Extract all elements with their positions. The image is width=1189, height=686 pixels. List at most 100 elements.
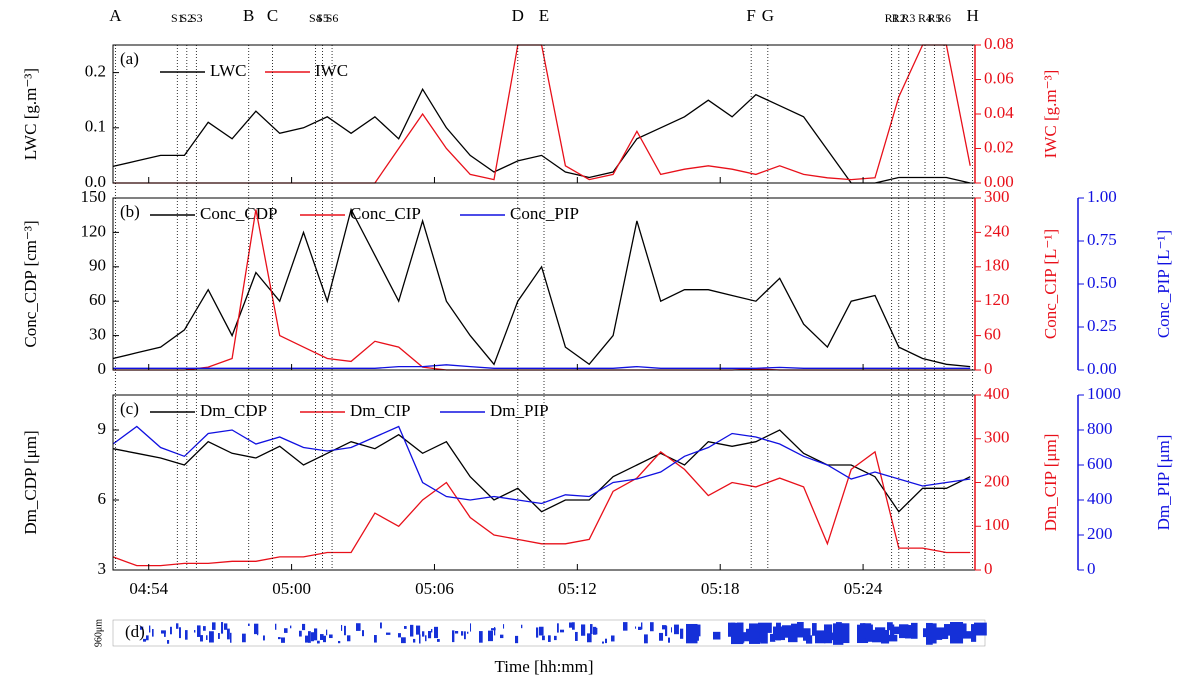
y2-tick-label: 0.02 xyxy=(984,137,1014,156)
particle-image xyxy=(278,637,281,639)
y3-tick-label: 0.75 xyxy=(1087,230,1117,249)
particle-image xyxy=(230,633,232,643)
particle-image xyxy=(713,632,720,640)
event-label: R6 xyxy=(937,11,951,25)
y3-tick-label: 0.50 xyxy=(1087,273,1117,292)
x-tick-label: 05:12 xyxy=(558,579,597,598)
y3-tick-label: 200 xyxy=(1087,524,1113,543)
particle-image xyxy=(344,626,346,635)
particle-image xyxy=(317,641,320,644)
particle-image xyxy=(797,622,804,637)
particle-image xyxy=(398,633,401,637)
data-line xyxy=(113,210,970,371)
y2-tick-label: 0.06 xyxy=(984,68,1014,87)
event-label: S3 xyxy=(190,11,203,25)
particle-image xyxy=(761,627,768,644)
particle-image xyxy=(248,624,250,626)
event-label: A xyxy=(109,6,122,25)
particle-image xyxy=(668,638,670,643)
y-tick-label: 120 xyxy=(81,221,107,240)
particle-image xyxy=(806,635,812,643)
particle-image xyxy=(263,635,265,640)
particle-image xyxy=(560,630,564,633)
particle-image xyxy=(593,627,596,635)
y2-tick-label: 300 xyxy=(984,187,1010,206)
particle-image xyxy=(311,632,314,641)
particle-image xyxy=(146,635,149,640)
particle-image xyxy=(209,631,214,642)
particle-image xyxy=(167,640,169,644)
event-label: B xyxy=(243,6,254,25)
legend-label: LWC xyxy=(210,61,247,80)
particle-image xyxy=(548,635,551,642)
particle-image xyxy=(470,623,471,631)
particle-image xyxy=(944,624,950,636)
particle-image xyxy=(674,625,679,635)
event-label: G xyxy=(762,6,774,25)
particle-image xyxy=(587,633,592,642)
particle-image xyxy=(815,630,825,643)
particle-image xyxy=(206,635,208,640)
y3-tick-label: 1000 xyxy=(1087,384,1121,403)
particle-image xyxy=(680,629,683,639)
y2-tick-label: 60 xyxy=(984,325,1001,344)
particle-image xyxy=(650,622,654,631)
particle-image xyxy=(380,623,382,629)
y-tick-label: 6 xyxy=(98,489,107,508)
particle-image xyxy=(500,635,503,638)
y3-tick-label: 400 xyxy=(1087,489,1113,508)
y2-axis-title: IWC [g.m⁻³] xyxy=(1041,70,1060,159)
particle-image xyxy=(149,626,150,633)
y-tick-label: 90 xyxy=(89,256,106,275)
x-tick-label: 05:06 xyxy=(415,579,454,598)
particle-image xyxy=(329,634,333,638)
x-axis-title: Time [hh:mm] xyxy=(494,657,593,676)
particle-image xyxy=(536,627,538,637)
particle-image xyxy=(521,625,522,628)
particle-image xyxy=(659,633,663,641)
particle-image xyxy=(227,629,230,640)
y2-tick-label: 300 xyxy=(984,428,1010,447)
particle-image xyxy=(347,635,350,641)
data-line xyxy=(113,365,970,369)
particle-image xyxy=(638,627,641,630)
y2-tick-label: 120 xyxy=(984,290,1010,309)
y3-tick-label: 0.25 xyxy=(1087,316,1117,335)
particle-image xyxy=(284,628,288,633)
particle-image xyxy=(170,627,172,634)
particle-image xyxy=(299,631,302,637)
particle-image xyxy=(572,622,575,629)
particle-image xyxy=(242,634,246,643)
particle-image xyxy=(221,622,223,634)
chart: (d) 960μm LWCIWC(a)0.00.10.2LWC [g.m⁻³]0… xyxy=(0,0,1189,686)
particle-image xyxy=(308,631,311,643)
legend-label: Dm_CIP xyxy=(350,401,410,420)
particle-image xyxy=(503,624,504,628)
y2-tick-label: 0.04 xyxy=(984,103,1014,122)
data-line xyxy=(113,89,970,183)
x-tick-label: 05:24 xyxy=(844,579,883,598)
particle-image xyxy=(374,635,377,643)
y-tick-label: 60 xyxy=(89,290,106,309)
particle-image xyxy=(314,628,317,640)
particle-image xyxy=(224,623,227,629)
y3-axis-title: Dm_PIP [μm] xyxy=(1154,435,1173,531)
particle-image xyxy=(554,636,557,640)
particle-image xyxy=(515,636,518,643)
x-tick-label: 04:54 xyxy=(129,579,168,598)
particle-image xyxy=(401,637,406,643)
particle-image xyxy=(665,626,667,636)
particle-image xyxy=(479,631,483,643)
strip-label: (d) xyxy=(125,622,145,641)
particle-image xyxy=(290,626,291,629)
particle-image xyxy=(641,622,642,629)
plot-frame xyxy=(113,198,975,370)
particle-image xyxy=(602,642,604,644)
particle-image xyxy=(176,623,178,629)
particle-image xyxy=(416,626,420,635)
panel-label: (c) xyxy=(120,399,139,418)
event-label: H xyxy=(966,6,978,25)
y-axis-title: Dm_CDP [μm] xyxy=(21,430,40,534)
particle-image xyxy=(413,639,415,643)
particle-image xyxy=(575,632,578,641)
